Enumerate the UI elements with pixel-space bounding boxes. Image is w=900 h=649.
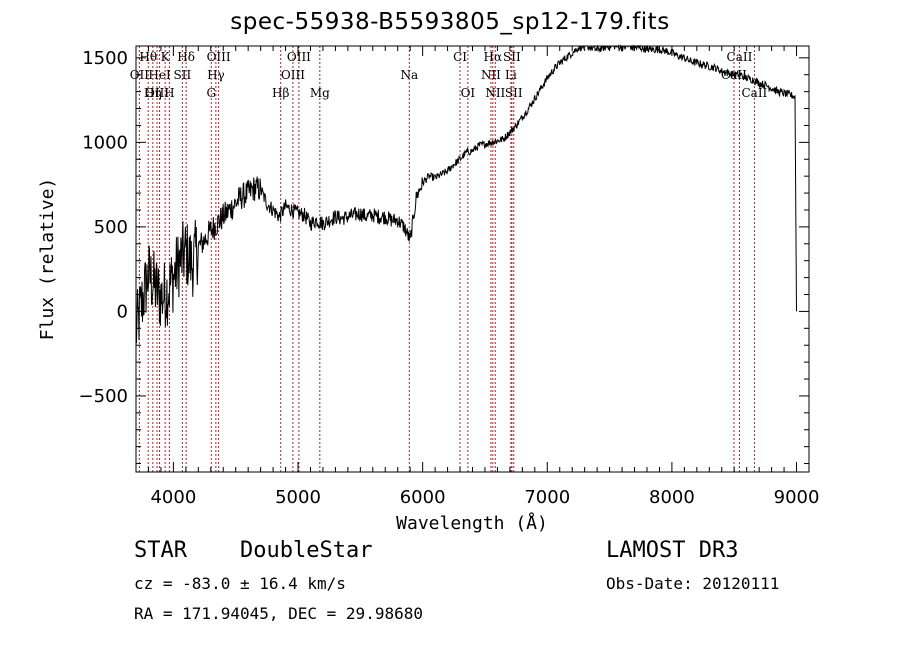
line-label: Hδ <box>177 50 195 64</box>
x-tick-label: 4000 <box>150 487 196 508</box>
line-label: G <box>206 86 216 100</box>
spectrum-line <box>135 44 797 344</box>
y-tick-label: 0 <box>117 301 128 322</box>
line-label: OIII <box>207 50 231 64</box>
x-tick-label: 8000 <box>649 487 695 508</box>
axis-ticks <box>135 46 810 472</box>
line-label: Na <box>400 68 418 82</box>
y-tick-label: 1000 <box>82 132 128 153</box>
line-label: Hγ <box>207 68 225 82</box>
emission-line-markers <box>138 46 755 472</box>
x-tick-label: 9000 <box>774 487 820 508</box>
y-tick-label: 1500 <box>82 48 128 69</box>
y-tick-label: −500 <box>79 386 128 407</box>
object-subclass: DoubleStar <box>240 538 373 563</box>
obs-date: Obs-Date: 20120111 <box>606 574 780 593</box>
plot-frame <box>135 45 810 473</box>
line-label: Mg <box>310 86 330 100</box>
line-label: CaII <box>727 50 753 64</box>
object-class: STAR <box>134 538 187 563</box>
line-label: OII <box>130 68 150 82</box>
line-label: OI <box>461 86 476 100</box>
line-label: Hθ <box>139 50 157 64</box>
ra-dec: RA = 171.94045, DEC = 29.98680 <box>134 604 423 623</box>
y-axis-label: Flux (relative) <box>37 178 58 341</box>
line-label: CaII <box>741 86 767 100</box>
line-label: OIII <box>281 68 305 82</box>
x-axis-label: Wavelength (Å) <box>396 512 548 534</box>
line-label: K <box>161 50 171 64</box>
line-label: CaII <box>721 68 747 82</box>
line-label: Li <box>505 68 517 82</box>
line-label: HeI <box>148 68 171 82</box>
line-label: CI <box>453 50 467 64</box>
line-label: H <box>164 86 174 100</box>
line-label: OIII <box>145 86 169 100</box>
axis-tick-labels: 4000 5000 6000 7000 8000 9000 −500 0 500 1000 1500 <box>79 48 820 508</box>
chart-title: spec-55938-B5593805_sp12-179.fits <box>230 9 670 35</box>
x-tick-label: 6000 <box>400 487 446 508</box>
x-tick-label: 5000 <box>275 487 321 508</box>
line-label: NII <box>485 86 505 100</box>
y-tick-label: 500 <box>94 217 128 238</box>
line-label: SII <box>174 68 192 82</box>
line-label: Hα <box>484 50 503 64</box>
survey-name: LAMOST DR3 <box>606 538 739 563</box>
line-label: SII <box>503 50 521 64</box>
line-label: Hη <box>144 86 162 100</box>
x-tick-label: 7000 <box>524 487 570 508</box>
line-label: Hβ <box>272 86 289 100</box>
line-label: NII <box>481 68 501 82</box>
line-label: OIII <box>287 50 311 64</box>
redshift-cz: cz = -83.0 ± 16.4 km/s <box>134 574 346 593</box>
line-label: SII <box>505 86 523 100</box>
